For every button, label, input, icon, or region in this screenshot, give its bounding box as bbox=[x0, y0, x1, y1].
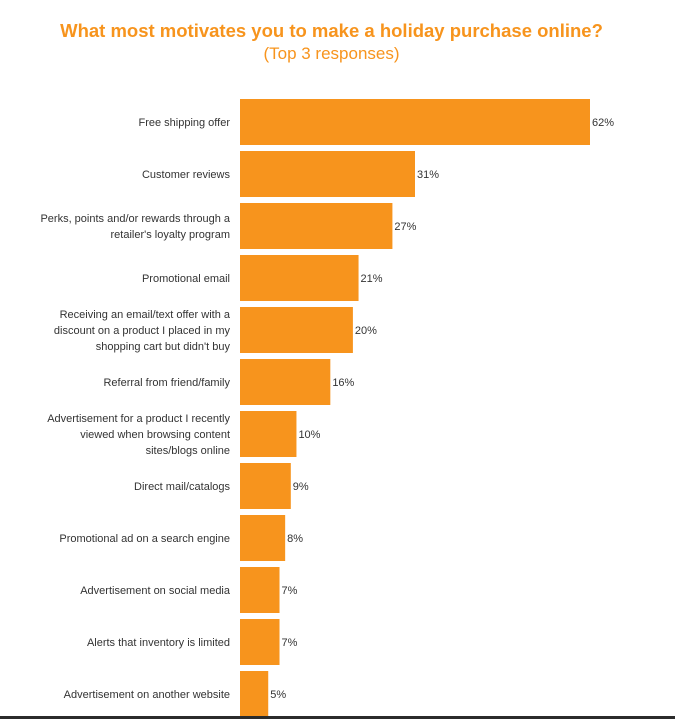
value-label-12: 5% bbox=[270, 689, 286, 701]
bar-8 bbox=[240, 463, 291, 509]
category-label-10: Advertisement on social media bbox=[80, 585, 231, 597]
category-label-6: Referral from friend/family bbox=[103, 377, 230, 389]
bar-4 bbox=[240, 255, 359, 301]
category-label-1: Free shipping offer bbox=[138, 117, 230, 129]
bar-1 bbox=[240, 99, 590, 145]
value-label-4: 21% bbox=[361, 273, 383, 285]
category-label-4: Promotional email bbox=[142, 273, 230, 285]
bar-9 bbox=[240, 515, 286, 561]
bar-5 bbox=[240, 307, 353, 353]
category-label-9: Promotional ad on a search engine bbox=[59, 533, 230, 545]
value-label-8: 9% bbox=[293, 481, 309, 493]
value-label-10: 7% bbox=[282, 585, 298, 597]
chart-subtitle: (Top 3 responses) bbox=[263, 44, 400, 63]
bar-7 bbox=[240, 411, 297, 457]
value-label-1: 62% bbox=[592, 117, 614, 129]
value-label-6: 16% bbox=[332, 377, 354, 389]
value-label-2: 31% bbox=[417, 169, 439, 181]
bar-2 bbox=[240, 151, 415, 197]
bar-3 bbox=[240, 203, 393, 249]
category-label-2: Customer reviews bbox=[142, 169, 231, 181]
bar-6 bbox=[240, 359, 331, 405]
category-label-11: Alerts that inventory is limited bbox=[87, 637, 230, 649]
bottom-divider bbox=[0, 716, 675, 719]
bars-layer: 62% Free shipping offer 31% Customer review… bbox=[40, 99, 614, 717]
category-label-7: Advertisement for a product I recently vi… bbox=[47, 413, 230, 457]
bar-11 bbox=[240, 619, 280, 665]
value-label-3: 27% bbox=[394, 221, 416, 233]
bar-10 bbox=[240, 567, 280, 613]
value-label-5: 20% bbox=[355, 325, 377, 337]
category-label-12: Advertisement on another website bbox=[64, 689, 230, 701]
bar-12 bbox=[240, 671, 269, 717]
value-label-7: 10% bbox=[298, 429, 320, 441]
value-label-11: 7% bbox=[282, 637, 298, 649]
category-label-5: Receiving an email/text offer with a disc… bbox=[54, 309, 231, 353]
category-label-8: Direct mail/catalogs bbox=[134, 481, 230, 493]
chart-title: What most motivates you to make a holida… bbox=[60, 20, 603, 41]
category-label-3: Perks, points and/or rewards through a re… bbox=[40, 213, 230, 241]
value-label-9: 8% bbox=[287, 533, 303, 545]
